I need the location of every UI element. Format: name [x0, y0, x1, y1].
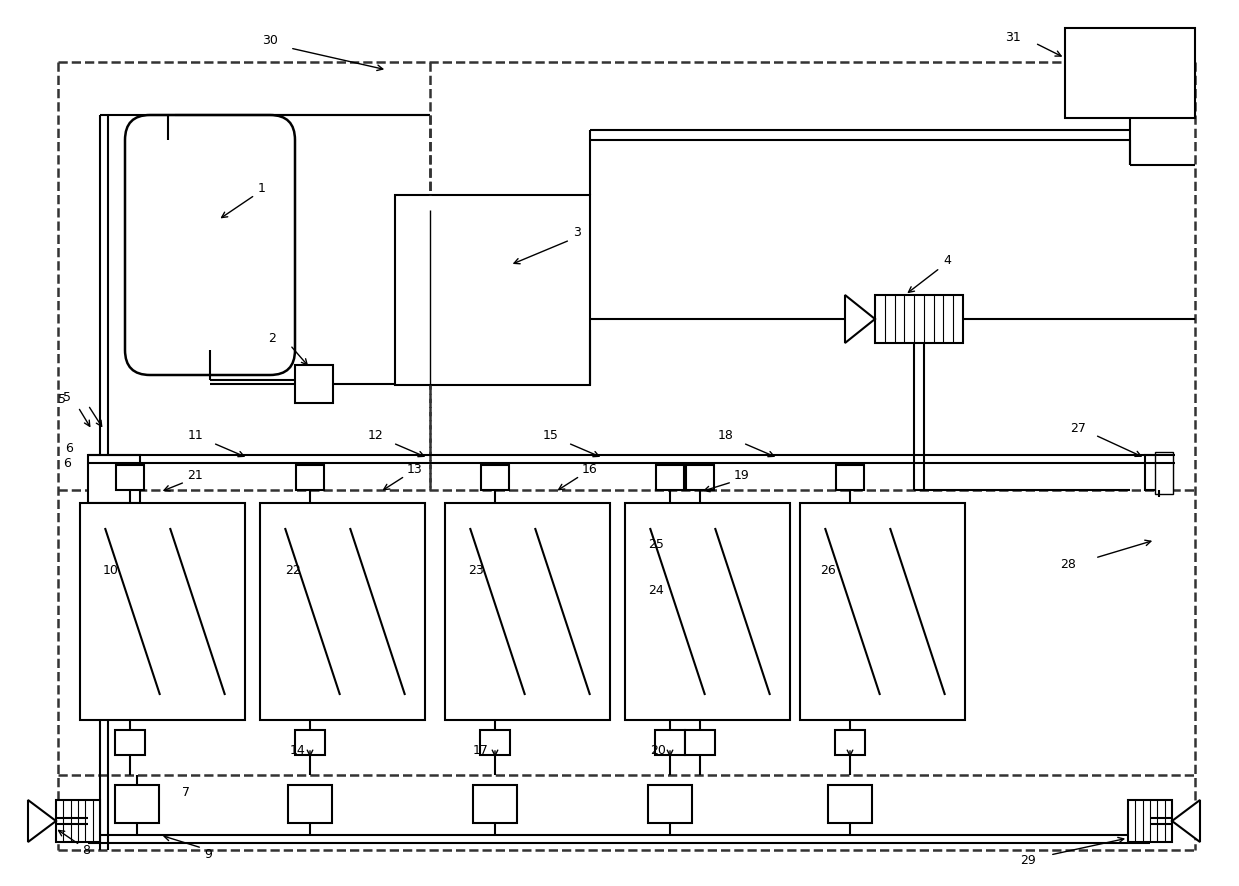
Bar — [295, 365, 333, 403]
Text: 8: 8 — [82, 844, 90, 858]
Text: 26: 26 — [820, 563, 836, 577]
Bar — [686, 465, 714, 490]
Text: 6: 6 — [63, 456, 71, 470]
Bar — [56, 800, 100, 842]
Bar — [685, 730, 715, 755]
Text: 17: 17 — [473, 743, 489, 757]
Bar — [481, 465, 509, 490]
Bar — [116, 465, 144, 490]
Bar — [81, 503, 245, 720]
Bar — [655, 465, 684, 490]
Text: 24: 24 — [648, 584, 664, 596]
Text: 4: 4 — [943, 253, 950, 267]
Bar — [1127, 800, 1172, 842]
Text: 22: 22 — [285, 563, 301, 577]
Text: 6: 6 — [64, 441, 73, 455]
Text: 25: 25 — [648, 539, 664, 551]
Bar — [395, 195, 590, 385]
Text: 27: 27 — [1070, 422, 1085, 434]
Text: 29: 29 — [1020, 854, 1036, 867]
Bar — [1155, 452, 1173, 494]
Bar — [445, 503, 610, 720]
Bar — [1145, 455, 1173, 490]
Text: 14: 14 — [290, 743, 306, 757]
Text: 15: 15 — [543, 429, 559, 441]
Text: 12: 12 — [368, 429, 384, 441]
Polygon shape — [28, 800, 56, 842]
Text: 18: 18 — [717, 429, 733, 441]
Bar — [1066, 28, 1194, 118]
Text: 5: 5 — [63, 391, 71, 403]
Bar — [296, 465, 325, 490]
Text: 31: 31 — [1005, 30, 1021, 43]
Bar — [800, 503, 965, 720]
Bar — [835, 730, 865, 755]
Bar — [648, 785, 693, 823]
Bar — [295, 730, 325, 755]
Bar — [115, 785, 159, 823]
Text: 16: 16 — [582, 462, 597, 476]
Text: 3: 3 — [572, 226, 581, 238]
Bar — [655, 730, 685, 755]
Bar — [875, 295, 963, 343]
Text: 7: 7 — [182, 787, 190, 799]
Text: 28: 28 — [1061, 558, 1075, 571]
FancyBboxPatch shape — [125, 115, 295, 375]
Bar — [836, 465, 864, 490]
Polygon shape — [1172, 800, 1201, 842]
Bar — [88, 455, 140, 503]
Text: 5: 5 — [58, 392, 66, 406]
Bar — [624, 503, 790, 720]
Polygon shape — [845, 295, 875, 343]
Bar — [828, 785, 872, 823]
Text: 10: 10 — [103, 563, 119, 577]
Bar — [287, 785, 332, 823]
Text: 11: 11 — [188, 429, 203, 441]
Text: 1: 1 — [258, 182, 266, 195]
Text: 23: 23 — [468, 563, 483, 577]
Text: 9: 9 — [204, 849, 212, 861]
Bar — [473, 785, 517, 823]
Text: 20: 20 — [650, 743, 665, 757]
Text: 19: 19 — [733, 469, 750, 481]
Text: 30: 30 — [261, 34, 278, 46]
Text: 13: 13 — [406, 462, 422, 476]
Text: 2: 2 — [268, 331, 276, 345]
Bar — [115, 730, 145, 755]
Bar — [260, 503, 425, 720]
Text: 21: 21 — [187, 469, 203, 481]
Bar — [479, 730, 510, 755]
